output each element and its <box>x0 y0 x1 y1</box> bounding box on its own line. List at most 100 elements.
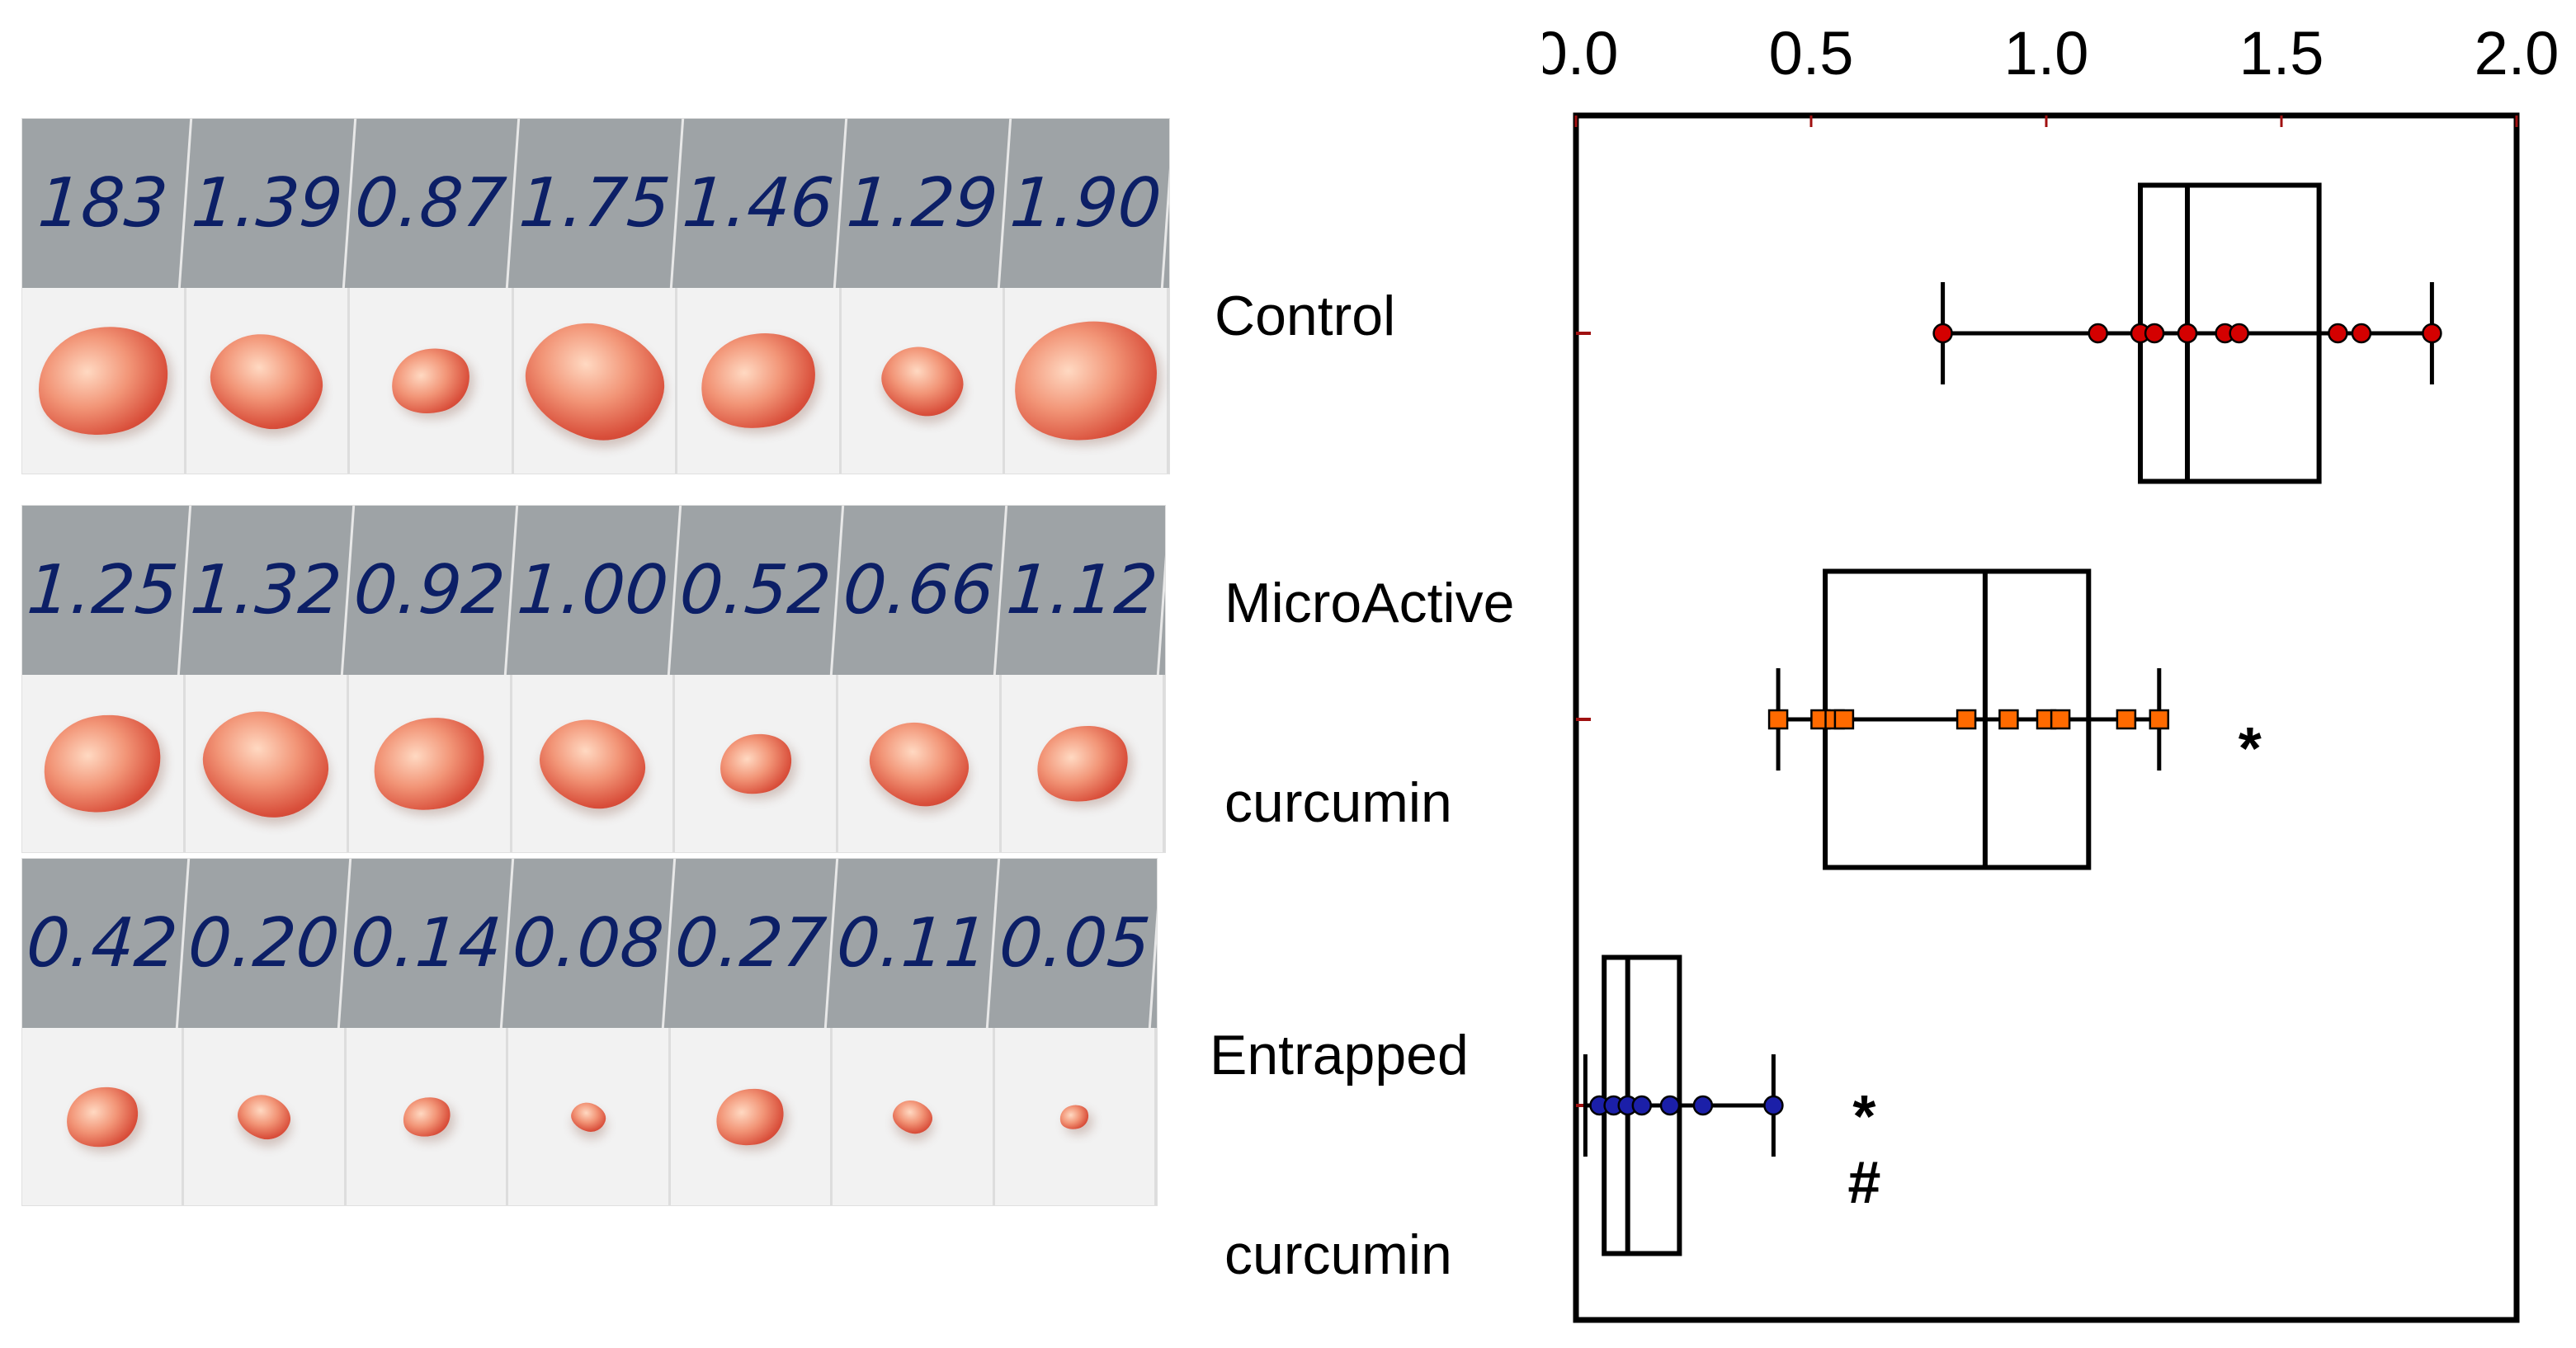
weight-label: 0.20 <box>178 859 353 1028</box>
weight-label-strip: 183 1.39 0.87 1.75 1.46 1.29 1.90 <box>22 119 1169 288</box>
weight-label: 0.14 <box>340 859 515 1028</box>
weight-label-strip: 0.42 0.20 0.14 0.08 0.27 0.11 0.05 <box>22 859 1157 1028</box>
weight-label: 1.29 <box>835 119 1012 288</box>
weight-label: 1.75 <box>507 119 684 288</box>
weight-label: 0.05 <box>988 859 1157 1028</box>
significance-marker: * <box>1852 1084 1875 1150</box>
tumor-cell <box>22 1028 185 1205</box>
data-point <box>1833 709 1855 730</box>
tumor-specimen <box>1057 1101 1092 1132</box>
data-point <box>1763 1095 1784 1116</box>
group-label-microactive: MicroActive <box>1224 572 1515 634</box>
data-point <box>2422 323 2442 344</box>
weight-label: 0.52 <box>669 506 845 675</box>
tumor-specimen <box>690 320 827 441</box>
tumor-specimen <box>529 706 656 821</box>
tumor-specimen <box>26 313 181 449</box>
tumor-cell <box>842 288 1006 474</box>
weight-label: 183 <box>22 119 192 288</box>
tumor-cell <box>186 675 349 852</box>
data-point <box>2149 709 2170 730</box>
tumor-cell <box>833 1028 995 1205</box>
weight-label: 0.08 <box>502 859 677 1028</box>
tumor-specimen <box>199 319 335 442</box>
tumor-cell <box>512 675 676 852</box>
weight-label: 0.27 <box>664 859 839 1028</box>
tumor-specimen <box>710 1081 790 1152</box>
tumor-specimen <box>363 705 495 822</box>
data-point <box>1932 323 1953 344</box>
tumor-specimen <box>33 702 172 825</box>
data-point <box>1659 1095 1681 1116</box>
group-label-entrapped-curcumin: curcumin <box>1224 1223 1452 1286</box>
tumor-cell <box>1002 675 1165 852</box>
tumor-cell <box>671 1028 833 1205</box>
weight-label: 0.87 <box>343 119 520 288</box>
tumor-specimen <box>232 1087 296 1146</box>
weight-label: 0.66 <box>833 506 1008 675</box>
tumor-row <box>22 1028 1157 1205</box>
photo-panel-entrapped: 0.42 0.20 0.14 0.08 0.27 0.11 0.05 <box>21 858 1158 1206</box>
x-tick-label: 0.5 <box>1769 19 1854 87</box>
data-point <box>2050 709 2071 730</box>
data-point <box>2177 323 2198 344</box>
tumor-cell <box>838 675 1003 852</box>
tumor-cell <box>350 288 514 474</box>
tumor-row <box>22 675 1165 852</box>
tumor-specimen <box>1028 715 1136 812</box>
x-tick-label: 2.0 <box>2475 19 2559 87</box>
tumor-specimen <box>511 305 678 456</box>
tumor-specimen <box>1001 305 1169 456</box>
tumor-specimen <box>59 1079 145 1154</box>
data-point <box>1998 709 2019 730</box>
data-point <box>2351 323 2372 344</box>
weight-label-strip: 1.25 1.32 0.92 1.00 0.52 0.66 1.12 <box>22 506 1165 675</box>
weight-label: 1.39 <box>180 119 356 288</box>
photo-panel-microactive: 1.25 1.32 0.92 1.00 0.52 0.66 1.12 <box>21 505 1166 853</box>
tumor-specimen <box>567 1098 609 1135</box>
data-point <box>2229 323 2249 344</box>
tumor-cell <box>677 288 842 474</box>
weight-label: 1.32 <box>179 506 355 675</box>
tumor-specimen <box>888 1095 937 1138</box>
x-tick-label: 0.0 <box>1543 19 1618 87</box>
tumor-cell <box>508 1028 671 1205</box>
tumor-cell <box>675 675 839 852</box>
tumor-cell <box>186 288 351 474</box>
data-point <box>2328 323 2348 344</box>
data-point <box>1631 1095 1653 1116</box>
group-label-entrapped: Entrapped <box>1210 1024 1469 1086</box>
data-point <box>1767 709 1789 730</box>
data-point <box>1956 709 1977 730</box>
tumor-specimen <box>384 340 477 422</box>
tumor-specimen <box>713 726 799 801</box>
weight-label: 0.11 <box>826 859 1001 1028</box>
group-label-control: Control <box>1215 285 1396 347</box>
significance-marker: # <box>1847 1150 1880 1216</box>
photo-panel-control: 183 1.39 0.87 1.75 1.46 1.29 1.90 <box>21 118 1170 474</box>
weight-label: 1.46 <box>672 119 848 288</box>
weight-label: 1.25 <box>22 506 192 675</box>
tumor-cell <box>347 1028 509 1205</box>
tumor-cell <box>995 1028 1157 1205</box>
x-tick-label: 1.5 <box>2239 19 2324 87</box>
tumor-cell <box>349 675 512 852</box>
group-label-microactive-curcumin: curcumin <box>1224 771 1452 834</box>
weight-label: 1.12 <box>995 506 1165 675</box>
tumor-specimen <box>859 709 979 818</box>
tumor-cell <box>22 288 186 474</box>
x-tick-label: 1.0 <box>2004 19 2089 87</box>
tumor-specimen <box>398 1091 455 1142</box>
data-point <box>2144 323 2165 344</box>
weight-label: 0.42 <box>22 859 191 1028</box>
data-point <box>1692 1095 1714 1116</box>
weight-label: 1.00 <box>506 506 682 675</box>
tumor-specimen <box>190 695 342 832</box>
tumor-row <box>22 288 1169 474</box>
weight-label: 1.90 <box>999 119 1169 288</box>
data-point <box>2088 323 2108 344</box>
tumor-cell <box>511 288 678 474</box>
weight-label: 0.92 <box>342 506 518 675</box>
tumor-cell <box>1001 288 1169 474</box>
tumor-cell <box>184 1028 347 1205</box>
